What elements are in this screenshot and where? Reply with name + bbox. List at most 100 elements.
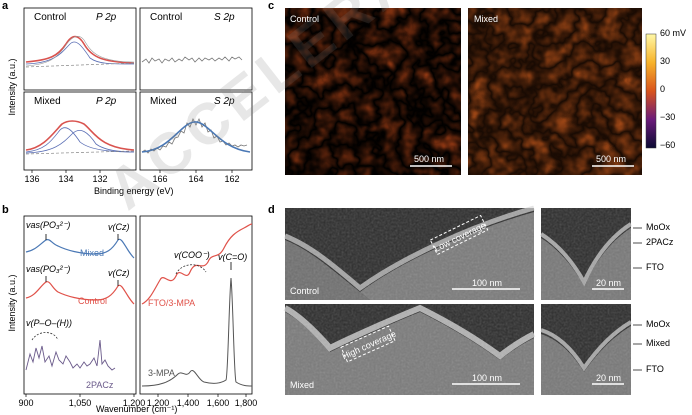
panel-c-label: c [268, 0, 275, 12]
b-ltick-2: 1,200 [122, 398, 146, 408]
a-ylabel: Intensity (a.u.) [7, 58, 17, 116]
tem-top-label: Control [290, 286, 320, 296]
tem-control-small-noise [541, 208, 631, 300]
afm-right-title: Mixed [474, 14, 499, 24]
b-ann-vco: v(C=O) [218, 252, 248, 262]
panel-b [23, 215, 253, 397]
b-series-3mpa: 3-MPA [148, 368, 175, 378]
tem-bot-small-scale: 20 nm [596, 373, 622, 383]
d-right-bot-2: FTO [646, 364, 664, 374]
b-series-fto3mpa: FTO/3-MPA [148, 298, 196, 308]
b-right-frame [139, 215, 253, 395]
a-stick-1: 164 [188, 174, 204, 184]
b-ann-vas-top: vas(PO₃²⁻) [26, 220, 71, 230]
b-fto3mpa-line [141, 223, 253, 305]
p-mixed-component2 [25, 130, 135, 154]
p-mixed-baseline [25, 150, 135, 155]
a-ticks [31, 170, 233, 173]
b-ann-vcz-mid: v(Cz) [108, 268, 130, 278]
p-control-baseline [25, 62, 135, 68]
cbar-tick-0: 60 mV [660, 28, 687, 38]
d-right-top-2: FTO [646, 262, 664, 272]
b-series-mixed: Mixed [80, 248, 105, 258]
tem-mixed-small-noise [541, 304, 631, 395]
tem-bot-scale: 100 nm [472, 373, 503, 383]
tem-top-small-scale: 20 nm [596, 278, 622, 288]
b-ann-vcz-top: v(Cz) [108, 222, 130, 232]
b-left-frame [23, 215, 137, 395]
afm-left-scale: 500 nm [414, 154, 445, 164]
d-leaders [633, 227, 642, 371]
p-control-peak: P 2p [96, 12, 117, 23]
b-xlabel: Wavenumber (cm⁻¹) [96, 404, 178, 414]
panel-c [285, 8, 657, 175]
b-ticks [25, 394, 247, 397]
a-ptick-1: 134 [58, 174, 74, 184]
b-series-control: Control [78, 296, 108, 306]
s-control-frame [139, 7, 253, 91]
tem-control-noise [285, 208, 534, 300]
d-right-top-0: MoOx [646, 222, 671, 232]
p-mixed-component1 [25, 127, 135, 153]
s-mixed-sample: Mixed [150, 96, 177, 107]
b-poh-arc [31, 332, 59, 341]
b-ann-vcoo: v(COO⁻) [174, 250, 210, 260]
low-coverage-box [429, 214, 489, 256]
s-mixed-fit [141, 121, 251, 153]
panel-d [283, 205, 642, 395]
p-mixed-frame [23, 91, 137, 171]
cbar-tick-4: −60 [660, 140, 676, 150]
p-mixed-peak: P 2p [96, 96, 117, 107]
p-control-sample: Control [34, 12, 67, 23]
s-mixed-peak: S 2p [214, 96, 235, 107]
panel-b-label: b [2, 204, 9, 216]
d-right-top-1: 2PACz [646, 237, 674, 247]
b-control-line [25, 281, 135, 305]
tem-bottom-label: Mixed [290, 380, 315, 390]
p-mixed-fit [25, 120, 135, 151]
panel-d-label: d [268, 204, 275, 216]
a-xlabel: Binding energy (eV) [94, 186, 174, 196]
afm-left-title: Control [290, 14, 320, 24]
b-ltick-0: 900 [18, 398, 34, 408]
tem-top-scale: 100 nm [472, 278, 503, 288]
s-control-sample: Control [150, 12, 183, 23]
b-rtick-1: 1,400 [176, 398, 200, 408]
b-mixed-line [25, 238, 135, 259]
b-ann-vas-mid: vas(PO₃²⁻) [26, 264, 71, 274]
afm-mixed-dark [468, 8, 642, 175]
b-rtick-0: 1,200 [146, 398, 170, 408]
s-control-peak: S 2p [214, 12, 235, 23]
s-control-raw [141, 56, 243, 64]
tem-mixed-noise [285, 304, 534, 395]
b-ylabel: Intensity (a.u.) [7, 274, 17, 332]
a-ptick-0: 136 [24, 174, 40, 184]
cbar-tick-1: 30 [660, 56, 671, 66]
a-stick-0: 166 [152, 174, 168, 184]
p-control-raw [25, 36, 135, 67]
d-right-bot-1: Mixed [646, 338, 671, 348]
afm-control-dark [285, 8, 461, 175]
colorbar [645, 33, 657, 149]
panel-a-label: a [2, 0, 9, 12]
b-3mpa-line [141, 277, 253, 387]
b-markers [45, 234, 232, 286]
cbar-tick-3: −30 [660, 112, 676, 122]
s-mixed-frame [139, 91, 253, 171]
b-series-2pacz: 2PACz [86, 380, 114, 390]
b-rtick-3: 1,800 [234, 398, 258, 408]
p-control-frame [23, 7, 137, 91]
p-mixed-sample: Mixed [34, 96, 61, 107]
d-right-bot-0: MoOx [646, 319, 671, 329]
afm-right-scale: 500 nm [596, 154, 627, 164]
a-stick-2: 162 [224, 174, 240, 184]
cbar-tick-2: 0 [660, 84, 666, 94]
b-ltick-1: 1,050 [68, 398, 92, 408]
b-coo-arc [175, 264, 207, 275]
b-ann-vpoh: v(P–O–(H)) [26, 318, 73, 328]
b-2pacz-line [25, 339, 116, 371]
b-rtick-2: 1,600 [206, 398, 230, 408]
panel-a [23, 7, 253, 173]
a-ptick-2: 132 [92, 174, 108, 184]
